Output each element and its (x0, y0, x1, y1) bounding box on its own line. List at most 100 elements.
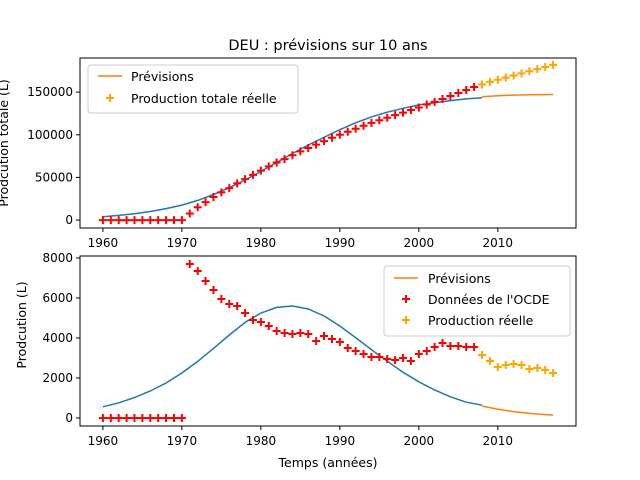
series-line (481, 405, 554, 416)
x-tick-label: 1960 (88, 434, 119, 448)
data-point-marker (406, 357, 415, 365)
data-point-marker (320, 137, 329, 146)
bottom-legend-label-oecd: Données de l'OCDE (428, 292, 550, 307)
data-point-marker (154, 216, 163, 225)
x-tick-label: 1980 (246, 434, 277, 448)
x-tick-label: 2000 (404, 434, 435, 448)
data-point-marker (399, 108, 408, 117)
data-point-marker (509, 71, 518, 80)
data-point-marker (122, 216, 131, 225)
data-point-marker (533, 65, 542, 74)
data-point-marker (430, 97, 439, 106)
data-point-marker (106, 414, 115, 422)
x-tick-label: 2000 (404, 236, 435, 250)
data-point-marker (193, 203, 202, 212)
data-point-marker (98, 414, 107, 422)
data-point-marker (525, 365, 534, 373)
data-point-marker (138, 414, 147, 422)
bottom-x-axis-label: Temps (années) (278, 455, 378, 470)
y-tick-label: 100000 (27, 128, 73, 142)
data-point-marker (454, 88, 463, 97)
data-point-marker (169, 414, 178, 422)
top-legend-label-actual: Production totale réelle (131, 91, 277, 106)
data-point-marker (233, 179, 242, 188)
data-point-marker (367, 353, 376, 361)
data-point-marker (446, 342, 455, 350)
top-legend: Prévisions Production totale réelle (87, 64, 299, 114)
data-point-marker (351, 124, 360, 133)
x-tick-label: 1990 (325, 236, 356, 250)
y-tick-label: 0 (65, 411, 73, 425)
data-point-marker (256, 318, 265, 326)
data-point-marker (501, 73, 510, 82)
data-point-marker (478, 351, 487, 359)
y-tick-label: 2000 (42, 371, 73, 385)
data-point-marker (335, 338, 344, 346)
data-point-marker (367, 118, 376, 127)
legend-plus-marker (402, 295, 410, 303)
data-point-marker (288, 330, 297, 338)
data-point-marker (146, 216, 155, 225)
data-point-marker (391, 356, 400, 364)
data-point-marker (406, 106, 415, 115)
data-point-marker (454, 342, 463, 350)
data-point-marker (312, 140, 321, 149)
data-point-marker (375, 353, 384, 361)
data-point-marker (493, 75, 502, 84)
x-tick-label: 1970 (167, 236, 198, 250)
data-point-marker (209, 193, 218, 202)
data-point-marker (343, 344, 352, 352)
data-point-marker (312, 337, 321, 345)
data-point-marker (501, 361, 510, 369)
data-point-marker (217, 188, 226, 197)
data-point-marker (146, 414, 155, 422)
data-point-marker (320, 332, 329, 340)
y-tick-label: 50000 (35, 170, 73, 184)
data-point-marker (248, 316, 257, 324)
data-point-marker (509, 360, 518, 368)
data-point-marker (241, 175, 250, 184)
data-point-marker (248, 170, 257, 179)
data-point-marker (177, 216, 186, 225)
data-point-marker (209, 286, 218, 294)
data-point-marker (446, 91, 455, 100)
data-point-marker (541, 366, 550, 374)
data-point-marker (264, 322, 273, 330)
data-point-marker (359, 350, 368, 358)
data-point-marker (438, 339, 447, 347)
top-legend-label-forecast: Prévisions (131, 69, 194, 84)
data-point-marker (288, 151, 297, 160)
x-tick-label: 1990 (325, 434, 356, 448)
data-point-marker (272, 327, 281, 335)
bottom-legend-box (383, 265, 571, 337)
data-point-marker (422, 347, 431, 355)
x-tick-label: 2010 (483, 434, 514, 448)
y-tick-label: 150000 (27, 85, 73, 99)
data-point-marker (375, 116, 384, 125)
bottom-legend-label-actual: Production réelle (428, 313, 534, 328)
data-point-marker (470, 343, 479, 351)
data-point-marker (549, 60, 558, 69)
top-marks (98, 60, 558, 225)
bottom-legend: Prévisions Données de l'OCDE Production … (383, 265, 571, 337)
data-point-marker (130, 216, 139, 225)
data-point-marker (359, 121, 368, 130)
top-ticks: 1960 1970 1980 1990 2000 2010 0 50000 100000 1500… (27, 85, 513, 250)
data-point-marker (462, 343, 471, 351)
data-point-marker (296, 329, 305, 337)
data-point-marker (201, 198, 210, 207)
data-point-marker (414, 103, 423, 112)
top-subplot: DEU : prévisions sur 10 ans Prodcution t… (0, 38, 577, 250)
y-tick-label: 4000 (42, 331, 73, 345)
data-point-marker (517, 69, 526, 78)
data-point-marker (130, 414, 139, 422)
data-point-marker (525, 67, 534, 76)
top-y-axis-label: Prodcution totale (L) (0, 79, 11, 206)
data-point-marker (462, 85, 471, 94)
data-point-marker (422, 100, 431, 109)
bottom-plot-frame (79, 255, 577, 427)
data-point-marker (98, 216, 107, 225)
data-point-marker (272, 158, 281, 167)
data-point-marker (177, 414, 186, 422)
